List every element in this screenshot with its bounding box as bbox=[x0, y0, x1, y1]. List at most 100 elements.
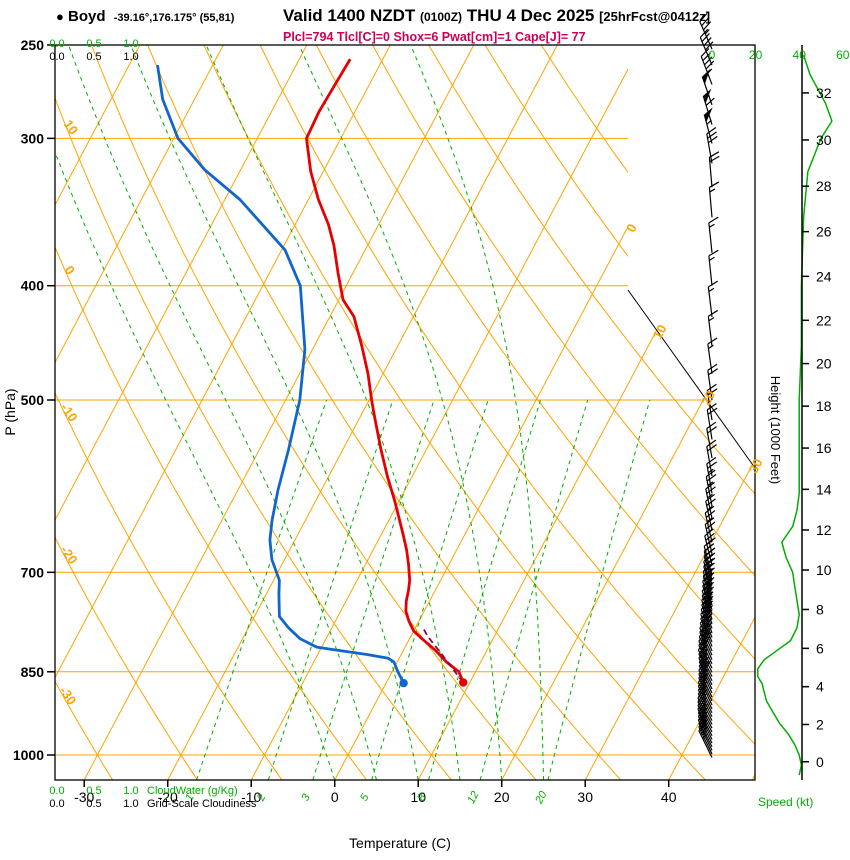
svg-text:32: 32 bbox=[816, 85, 832, 101]
svg-text:8: 8 bbox=[816, 601, 824, 617]
svg-text:10: 10 bbox=[816, 562, 832, 578]
svg-text:22: 22 bbox=[816, 312, 832, 328]
sounding-curves bbox=[156, 58, 468, 688]
temperature-curve bbox=[305, 58, 465, 684]
surface-temperature-dot bbox=[459, 678, 468, 687]
svg-text:1.0: 1.0 bbox=[123, 51, 138, 63]
svg-text:0: 0 bbox=[709, 48, 716, 62]
valid-time-header: Valid 1400 NZDT (0100Z) THU 4 Dec 2025 [… bbox=[283, 6, 710, 26]
svg-text:20: 20 bbox=[533, 789, 550, 807]
svg-text:-10: -10 bbox=[241, 789, 261, 805]
svg-text:0.5: 0.5 bbox=[86, 785, 101, 797]
svg-text:0.0: 0.0 bbox=[49, 798, 64, 810]
svg-text:2: 2 bbox=[254, 792, 268, 804]
valid-zulu: (0100Z) bbox=[420, 10, 463, 24]
svg-text:8: 8 bbox=[415, 791, 429, 803]
parcel-path bbox=[422, 627, 464, 684]
grid-lines bbox=[55, 45, 755, 780]
svg-text:850: 850 bbox=[21, 664, 45, 680]
dewpoint-curve bbox=[156, 64, 405, 684]
wind-barbs bbox=[697, 12, 720, 758]
svg-text:0.5: 0.5 bbox=[86, 798, 101, 810]
svg-text:2: 2 bbox=[816, 716, 824, 732]
svg-text:-20: -20 bbox=[158, 789, 178, 805]
cloudwater-scales: 0.00.00.00.00.50.50.50.51.01.01.01.0Clou… bbox=[49, 38, 257, 810]
svg-text:0: 0 bbox=[816, 754, 824, 770]
svg-text:30: 30 bbox=[577, 789, 593, 805]
svg-text:6: 6 bbox=[816, 640, 824, 656]
svg-text:0.0: 0.0 bbox=[49, 38, 64, 50]
svg-text:-10: -10 bbox=[58, 401, 81, 425]
svg-text:20: 20 bbox=[749, 48, 763, 62]
svg-text:20: 20 bbox=[816, 356, 832, 372]
svg-text:0: 0 bbox=[623, 221, 640, 234]
isotherm-inline-labels: 0 10 20 30 bbox=[623, 221, 766, 476]
adiabat-inline-labels: 10 0 -10 -20 -30 bbox=[56, 117, 81, 708]
pressure-axis: 250 300 400 500 700 850 1000 P (hPa) bbox=[2, 37, 55, 763]
svg-text:40: 40 bbox=[793, 48, 807, 62]
svg-text:0.5: 0.5 bbox=[86, 51, 101, 63]
svg-text:1.0: 1.0 bbox=[123, 38, 138, 50]
svg-text:-20: -20 bbox=[57, 543, 80, 567]
svg-text:24: 24 bbox=[816, 268, 832, 284]
plot-frame bbox=[54, 44, 756, 781]
wind-speed-curve bbox=[757, 54, 833, 776]
cloudiness-label: Grid-Scale Cloudiness bbox=[147, 798, 257, 810]
svg-text:3: 3 bbox=[299, 791, 313, 803]
svg-text:250: 250 bbox=[21, 37, 45, 53]
svg-text:500: 500 bbox=[21, 392, 45, 408]
svg-text:400: 400 bbox=[21, 278, 45, 294]
forecast-tag: [25hrFcst@0412z] bbox=[599, 9, 711, 24]
station-coordinates: -39.16°,176.175° (55,81) bbox=[113, 12, 235, 24]
svg-text:10: 10 bbox=[410, 789, 426, 805]
svg-text:0: 0 bbox=[331, 789, 339, 805]
svg-text:30: 30 bbox=[746, 456, 766, 476]
temperature-axis: -30 -20 -10 0 10 20 30 40 Temperature (C) bbox=[74, 780, 677, 851]
temperature-axis-title: Temperature (C) bbox=[349, 835, 451, 851]
station-name: Boyd bbox=[68, 8, 106, 25]
svg-text:14: 14 bbox=[816, 481, 832, 497]
station-header: ● Boyd -39.16°,176.175° (55,81) bbox=[56, 8, 234, 25]
svg-text:1: 1 bbox=[183, 792, 196, 803]
svg-text:0.0: 0.0 bbox=[49, 51, 64, 63]
svg-text:12: 12 bbox=[465, 789, 481, 805]
svg-text:20: 20 bbox=[698, 388, 718, 408]
cloudwater-label: CloudWater (g/Kg) bbox=[147, 785, 238, 797]
svg-text:-30: -30 bbox=[56, 684, 79, 708]
svg-text:40: 40 bbox=[661, 789, 677, 805]
grid-clip-diagonal-line bbox=[627, 289, 756, 469]
svg-text:18: 18 bbox=[816, 398, 832, 414]
speed-label: Speed (kt) bbox=[758, 795, 813, 809]
svg-text:1.0: 1.0 bbox=[123, 798, 138, 810]
svg-text:0.0: 0.0 bbox=[49, 785, 64, 797]
mixing-ratio-labels: 1 2 3 5 8 12 20 bbox=[183, 789, 550, 807]
valid-prefix: Valid 1400 NZDT bbox=[283, 6, 416, 25]
svg-text:700: 700 bbox=[21, 564, 45, 580]
sounding-parameters: Plcl=794 Tlcl[C]=0 Shox=6 Pwat[cm]=1 Cap… bbox=[283, 30, 586, 44]
svg-text:1.0: 1.0 bbox=[123, 785, 138, 797]
pressure-axis-title: P (hPa) bbox=[2, 388, 18, 435]
height-axis-title: Height (1000 Feet) bbox=[768, 376, 783, 484]
svg-text:12: 12 bbox=[816, 522, 832, 538]
svg-text:300: 300 bbox=[21, 130, 45, 146]
svg-text:16: 16 bbox=[816, 440, 832, 456]
svg-text:30: 30 bbox=[816, 132, 832, 148]
svg-text:20: 20 bbox=[494, 789, 510, 805]
svg-text:60: 60 bbox=[836, 48, 850, 62]
svg-text:5: 5 bbox=[358, 791, 372, 803]
surface-dewpoint-dot bbox=[399, 678, 408, 688]
svg-text:26: 26 bbox=[816, 224, 832, 240]
svg-text:-30: -30 bbox=[74, 789, 94, 805]
svg-text:10: 10 bbox=[61, 117, 82, 137]
valid-date: THU 4 Dec 2025 bbox=[466, 6, 595, 25]
svg-text:0: 0 bbox=[62, 263, 78, 278]
svg-text:10: 10 bbox=[650, 322, 670, 342]
station-bullet-icon: ● bbox=[56, 9, 64, 24]
svg-text:28: 28 bbox=[816, 178, 832, 194]
svg-text:0.5: 0.5 bbox=[86, 38, 101, 50]
svg-text:4: 4 bbox=[816, 679, 824, 695]
